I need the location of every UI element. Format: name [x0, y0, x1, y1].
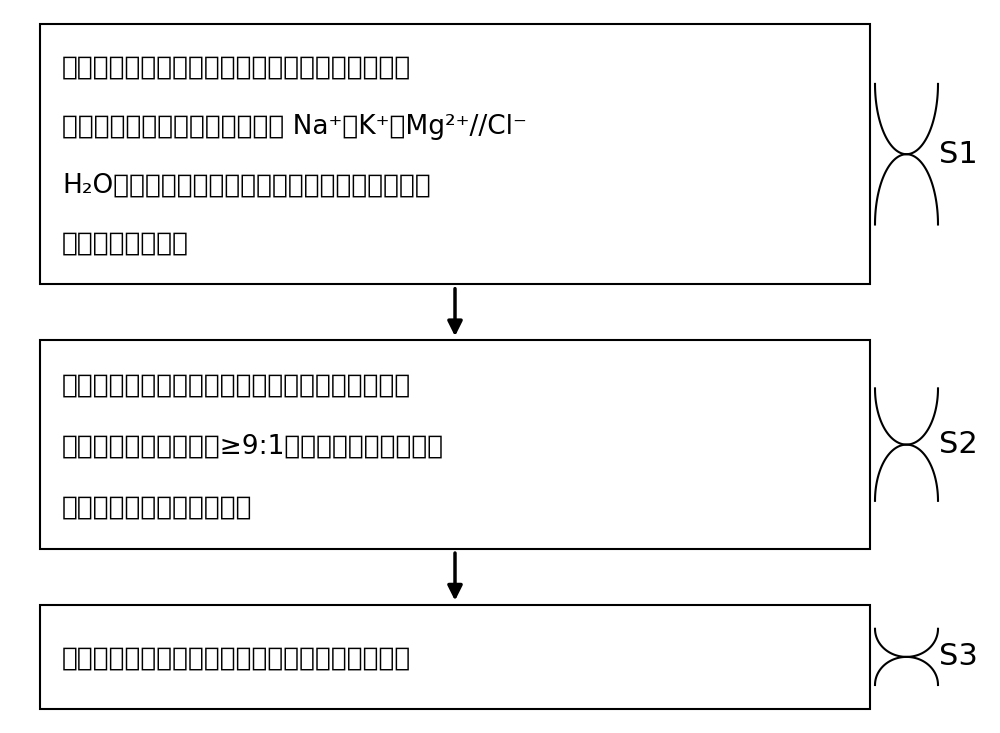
Text: 镁、氯化钾含量的比例≥9:1，得到包含固相氯化钠: 镁、氯化钾含量的比例≥9:1，得到包含固相氯化钠	[62, 433, 444, 460]
Text: 第一步骤，加入淡水稀释粗钾洗涤母液，得到第一: 第一步骤，加入淡水稀释粗钾洗涤母液，得到第一	[62, 55, 411, 81]
Text: 第二步骤，向所述第一溶液中加入老卤，直至氯化: 第二步骤，向所述第一溶液中加入老卤，直至氯化	[62, 372, 411, 399]
Text: 和第二溶液的固液混合物；: 和第二溶液的固液混合物；	[62, 494, 252, 520]
Text: H₂O简单四元体系相图确定，使第一溶液与老卤兑: H₂O简单四元体系相图确定，使第一溶液与老卤兑	[62, 172, 431, 199]
Text: S1: S1	[939, 140, 977, 169]
Text: S3: S3	[939, 642, 977, 671]
Text: S2: S2	[939, 430, 977, 459]
Bar	[40, 24, 870, 284]
Bar	[40, 605, 870, 709]
Bar	[40, 340, 870, 549]
Text: 卤完成前，无盐析: 卤完成前，无盐析	[62, 231, 189, 257]
Text: 第三步骤，摊晒所述第二溶液，得到高品质光卤石: 第三步骤，摊晒所述第二溶液，得到高品质光卤石	[62, 646, 411, 671]
Text: 溶液，其中，加入淡水的量采用 Na⁺、K⁺、Mg²⁺//Cl⁻: 溶液，其中，加入淡水的量采用 Na⁺、K⁺、Mg²⁺//Cl⁻	[62, 114, 527, 140]
